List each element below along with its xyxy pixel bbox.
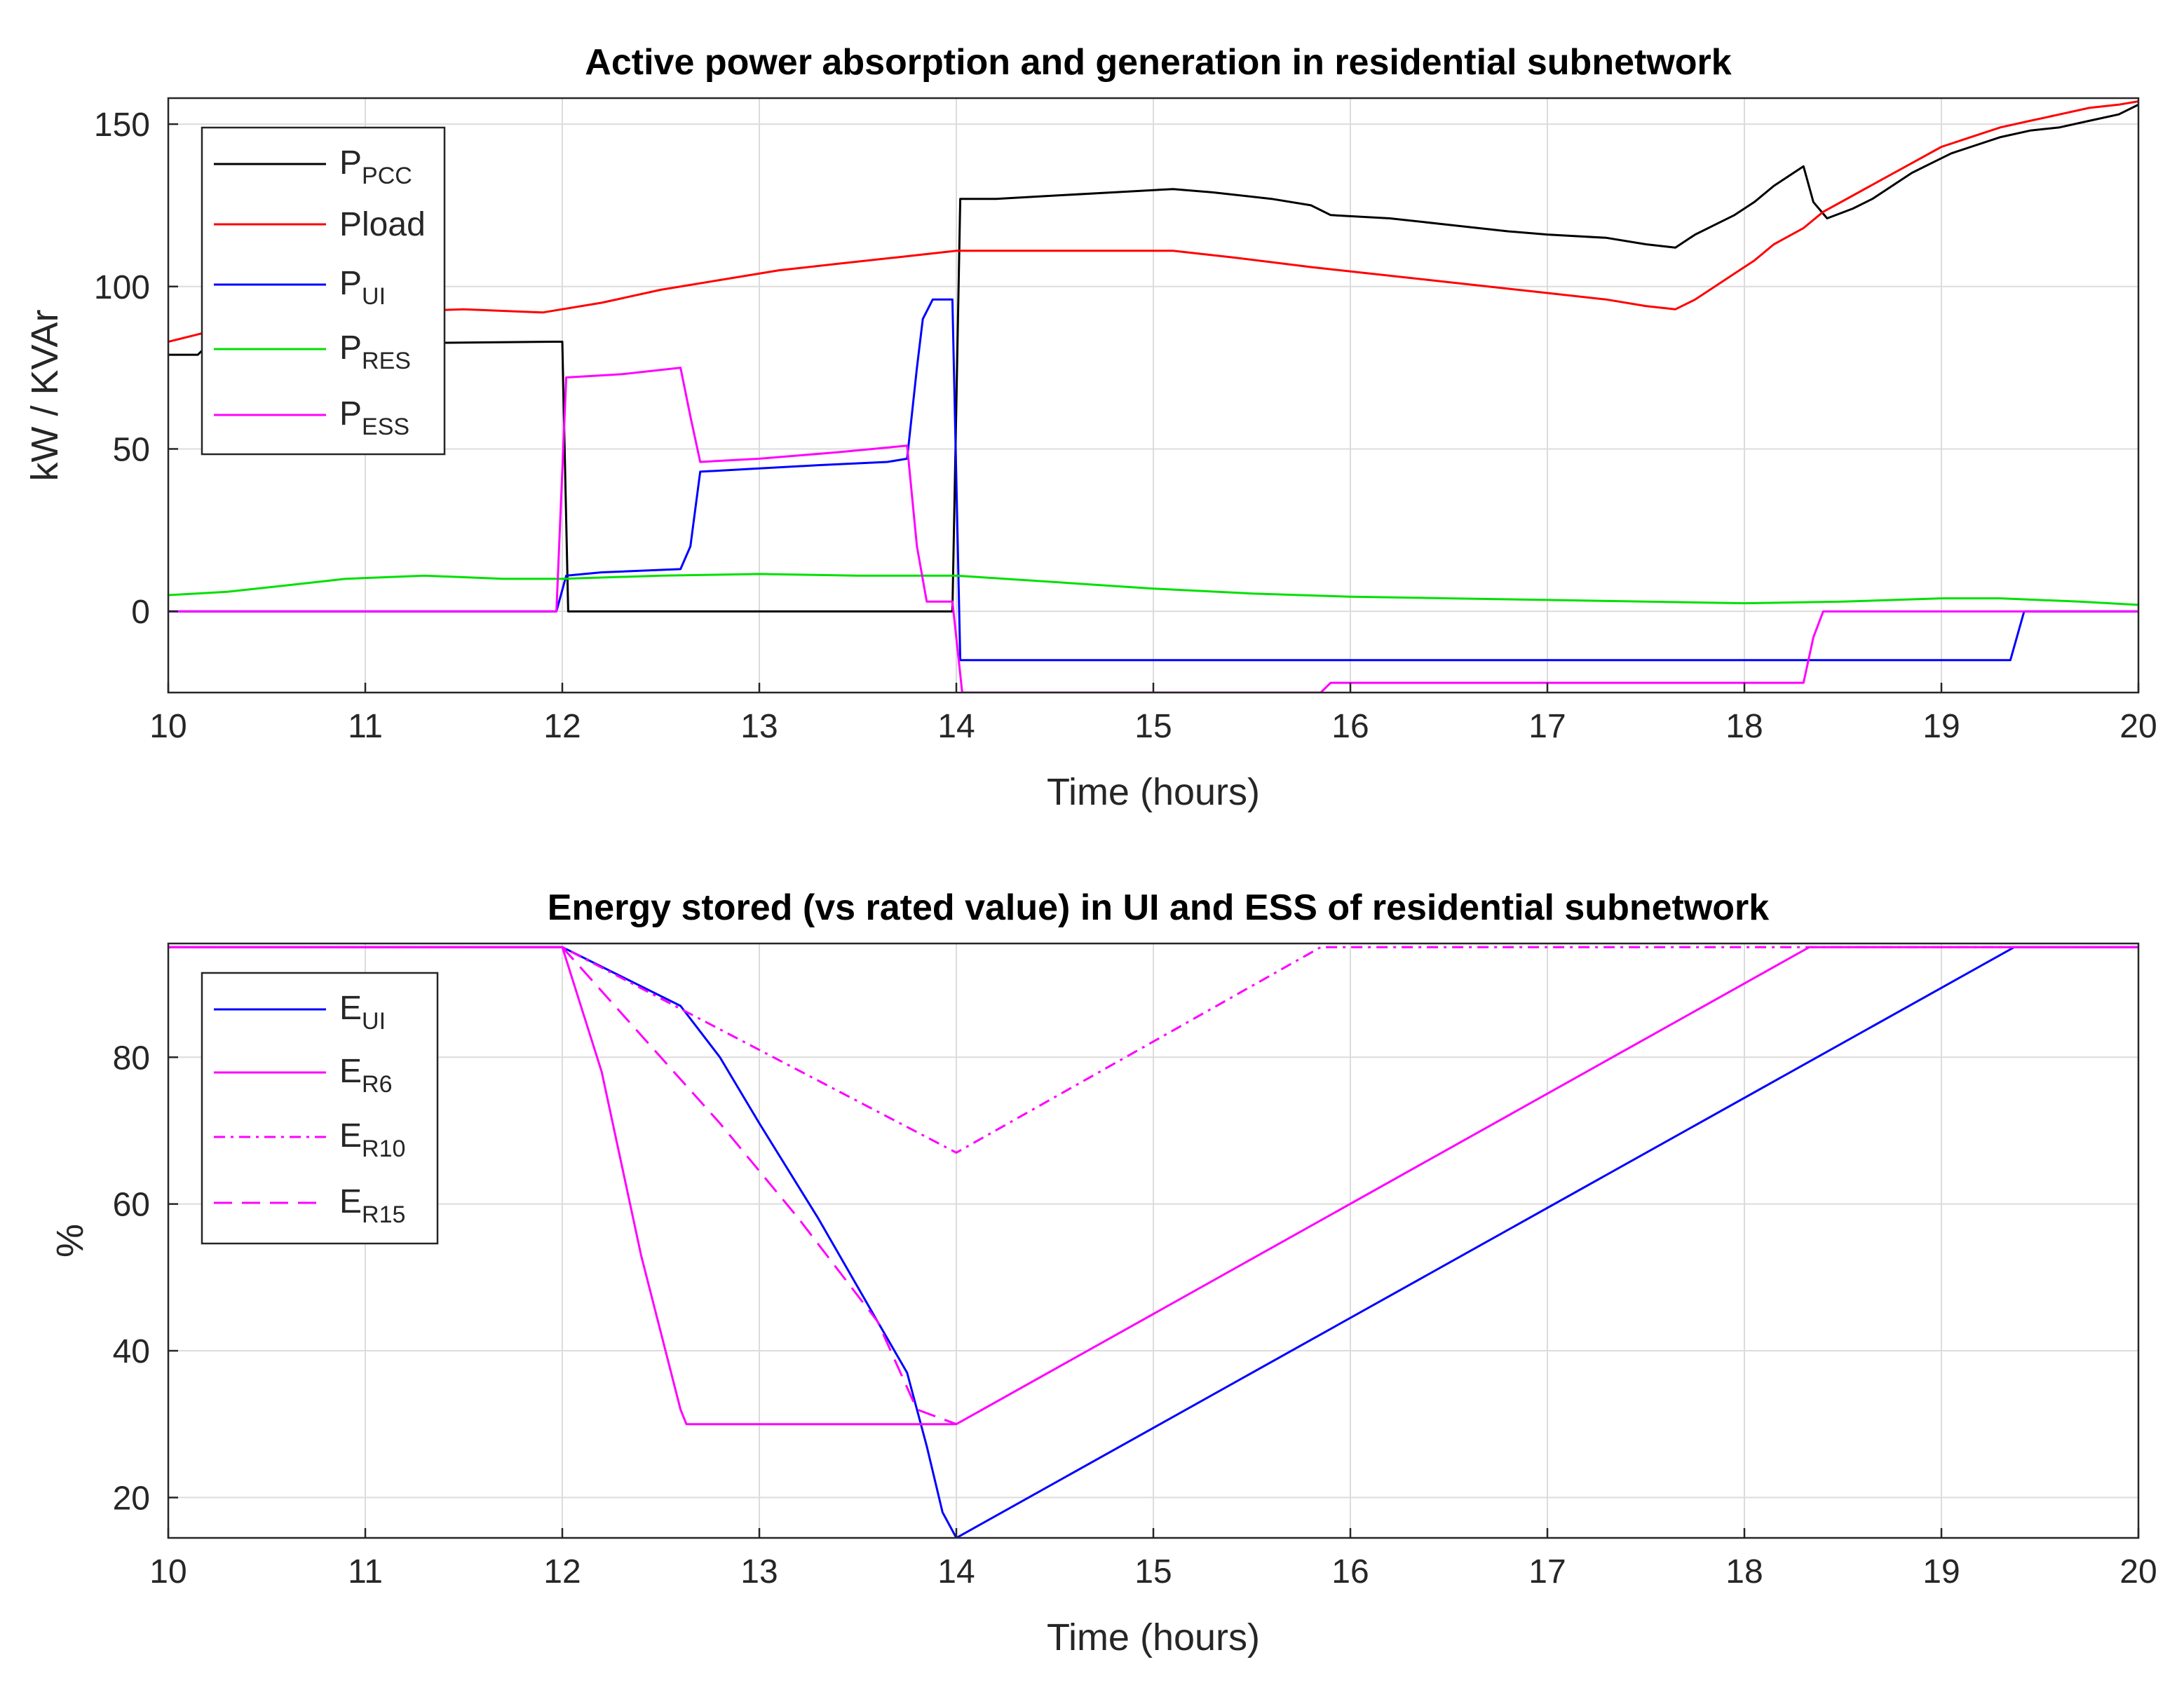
bottom-tick-labels: 10 11 12 13 14 15 16 17 18 19 20 20 40 60 80	[113, 1040, 2157, 1590]
x-tick-label: 12	[543, 708, 581, 745]
x-tick-label: 10	[149, 1553, 186, 1590]
top-legend: PPCC Pload PUI PRES PESS	[201, 126, 446, 456]
legend-label: ER15	[339, 1183, 405, 1228]
legend-entry-pload: Pload	[214, 206, 426, 243]
y-tick-label: 50	[113, 431, 150, 468]
bottom-legend: EUI ER6 ER10 ER15	[201, 972, 439, 1245]
bottom-series-lines	[168, 946, 2138, 1538]
x-tick-label: 15	[1134, 708, 1172, 745]
x-tick-label: 16	[1331, 1553, 1369, 1590]
legend-label: PUI	[339, 265, 386, 310]
bottom-legend-box	[201, 972, 439, 1245]
legend-entry-p-ui: PUI	[214, 265, 386, 310]
series-line-p-ess	[168, 367, 2138, 693]
x-tick-label: 14	[937, 1553, 975, 1590]
legend-label: ER6	[339, 1053, 392, 1098]
y-tick-label: 80	[113, 1040, 150, 1077]
top-series-lines	[168, 100, 2138, 693]
legend-label: PRES	[339, 329, 411, 374]
x-tick-label: 20	[2119, 708, 2157, 745]
x-tick-label: 18	[1725, 708, 1763, 745]
legend-entry-e-r6: ER6	[214, 1053, 392, 1098]
series-line-e-r6	[168, 946, 2138, 1426]
y-tick-label: 0	[131, 594, 150, 631]
series-line-p-ui	[168, 298, 2138, 662]
x-tick-label: 15	[1134, 1553, 1172, 1590]
y-tick-label: 20	[113, 1480, 150, 1517]
series-line-p-pcc	[168, 103, 2138, 613]
bottom-chart-panel: Energy stored (vs rated value) in UI and…	[49, 887, 2157, 1658]
legend-label: ER10	[339, 1117, 405, 1162]
legend-entry-e-ui: EUI	[214, 990, 386, 1035]
top-y-axis-label: kW / KVAr	[24, 309, 66, 481]
legend-label: Pload	[339, 206, 426, 243]
x-tick-label: 10	[149, 708, 186, 745]
y-tick-label: 100	[94, 269, 150, 306]
bottom-x-axis-label: Time (hours)	[1047, 1616, 1260, 1658]
x-tick-label: 13	[740, 1553, 778, 1590]
legend-label: PESS	[339, 395, 409, 440]
x-tick-label: 13	[740, 708, 778, 745]
x-tick-label: 17	[1528, 1553, 1566, 1590]
top-legend-box	[201, 126, 446, 456]
bottom-chart-title: Energy stored (vs rated value) in UI and…	[548, 887, 1770, 928]
top-gridlines	[168, 98, 2138, 693]
x-tick-label: 20	[2119, 1553, 2157, 1590]
x-tick-label: 19	[1922, 708, 1960, 745]
series-line-e-ui	[168, 946, 2138, 1538]
series-line-p-res	[168, 573, 2138, 606]
series-line-e-r10	[168, 946, 2138, 1154]
top-tick-labels: 10 11 12 13 14 15 16 17 18 19 20 0 50 100 150	[94, 107, 2157, 745]
legend-entry-e-r15: ER15	[214, 1183, 405, 1228]
x-tick-label: 19	[1922, 1553, 1960, 1590]
top-x-axis-label: Time (hours)	[1047, 771, 1260, 813]
x-tick-label: 14	[937, 708, 975, 745]
series-line-e-r15	[168, 946, 957, 1426]
series-line-pload	[168, 100, 2138, 343]
y-tick-label: 60	[113, 1187, 150, 1224]
x-tick-label: 11	[348, 708, 383, 745]
y-tick-label: 40	[113, 1333, 150, 1370]
bottom-y-axis-label: %	[49, 1224, 91, 1258]
x-tick-label: 17	[1528, 708, 1566, 745]
legend-entry-p-ess: PESS	[214, 395, 409, 440]
x-tick-label: 16	[1331, 708, 1369, 745]
bottom-gridlines	[168, 943, 2138, 1538]
y-tick-label: 150	[94, 107, 150, 144]
x-tick-label: 11	[348, 1553, 383, 1590]
legend-label: PPCC	[339, 144, 412, 189]
top-chart-title: Active power absorption and generation i…	[585, 42, 1731, 83]
top-chart-panel: Active power absorption and generation i…	[24, 42, 2157, 813]
legend-label: EUI	[339, 990, 386, 1035]
legend-entry-e-r10: ER10	[214, 1117, 405, 1162]
legend-entry-p-res: PRES	[214, 329, 411, 374]
legend-entry-p-pcc: PPCC	[214, 144, 412, 189]
x-tick-label: 18	[1725, 1553, 1763, 1590]
x-tick-label: 12	[543, 1553, 581, 1590]
